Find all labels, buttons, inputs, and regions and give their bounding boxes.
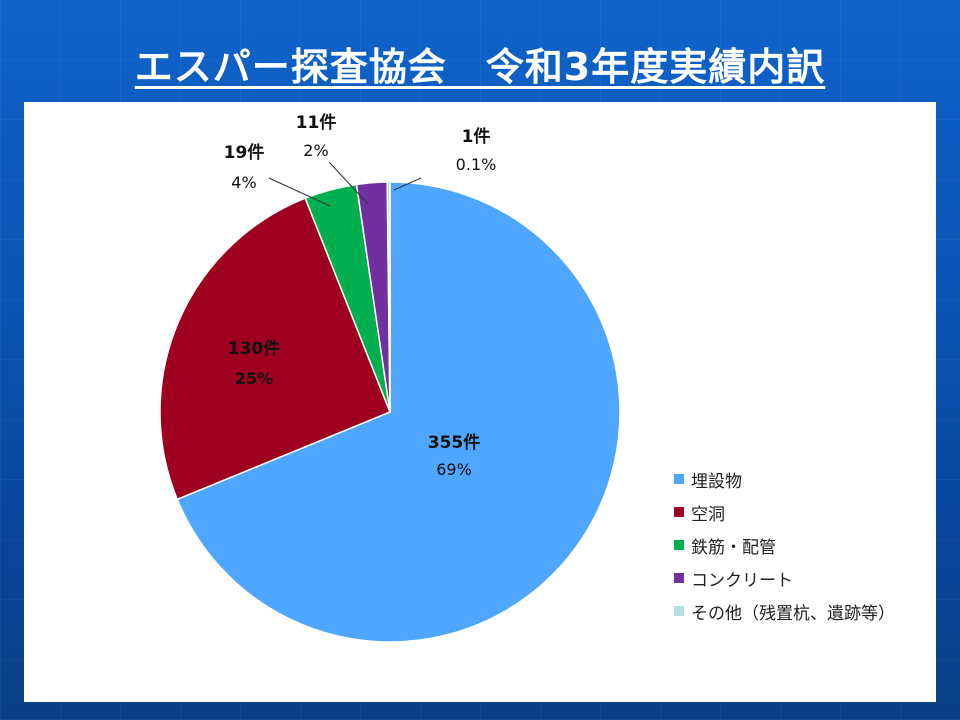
- legend-item-other: その他（残置杭、遺跡等）: [674, 600, 934, 624]
- legend-swatch-other: [674, 606, 684, 616]
- leader-line-rebar-piping: [268, 177, 331, 207]
- data-label-count-buried-objects: 355件: [428, 432, 481, 453]
- data-label-percent-concrete: 2%: [303, 141, 328, 160]
- legend-item-rebar-piping: 鉄筋・配管: [674, 534, 934, 558]
- data-label-count-rebar-piping: 19件: [224, 142, 265, 163]
- legend-swatch-concrete: [674, 573, 684, 583]
- pie-chart: 355件 69% 130件 25% 19件 4% 11件 2% 1件 0.1%: [159, 112, 621, 643]
- leader-line-other: [393, 177, 422, 191]
- legend-label-rebar-piping: 鉄筋・配管: [691, 537, 776, 558]
- legend-label-other: その他（残置杭、遺跡等）: [691, 603, 895, 624]
- chart-panel: 355件 69% 130件 25% 19件 4% 11件 2% 1件 0.1% 埋設物 空洞 鉄筋…: [24, 102, 936, 702]
- data-label-count-cavity: 130件: [228, 338, 281, 359]
- legend-label-buried-objects: 埋設物: [691, 471, 742, 492]
- page-title: エスパー探査協会 令和3年度実績内訳: [0, 36, 960, 91]
- legend-label-concrete: コンクリート: [691, 570, 793, 591]
- pie-slice-other: [386, 181, 391, 413]
- legend-label-cavity: 空洞: [691, 504, 725, 525]
- data-label-percent-cavity: 25%: [235, 369, 273, 388]
- leader-line-concrete: [328, 161, 369, 205]
- legend-item-buried-objects: 埋設物: [674, 468, 934, 492]
- legend-swatch-buried-objects: [674, 474, 684, 484]
- legend-item-concrete: コンクリート: [674, 567, 934, 591]
- legend-swatch-cavity: [674, 507, 684, 517]
- chart-legend: 埋設物 空洞 鉄筋・配管 コンクリート その他（残置杭、遺跡等）: [674, 468, 934, 633]
- pie-slice-cavity: [159, 197, 391, 501]
- data-label-percent-buried-objects: 69%: [436, 460, 472, 479]
- data-label-count-concrete: 11件: [296, 112, 337, 133]
- data-label-percent-other: 0.1%: [456, 155, 497, 174]
- data-label-percent-rebar-piping: 4%: [231, 173, 256, 192]
- pie-slice-buried-objects: [176, 181, 621, 643]
- data-label-count-other: 1件: [462, 126, 491, 147]
- legend-item-cavity: 空洞: [674, 501, 934, 525]
- legend-swatch-rebar-piping: [674, 540, 684, 550]
- page-title-text: エスパー探査協会 令和3年度実績内訳: [134, 45, 826, 89]
